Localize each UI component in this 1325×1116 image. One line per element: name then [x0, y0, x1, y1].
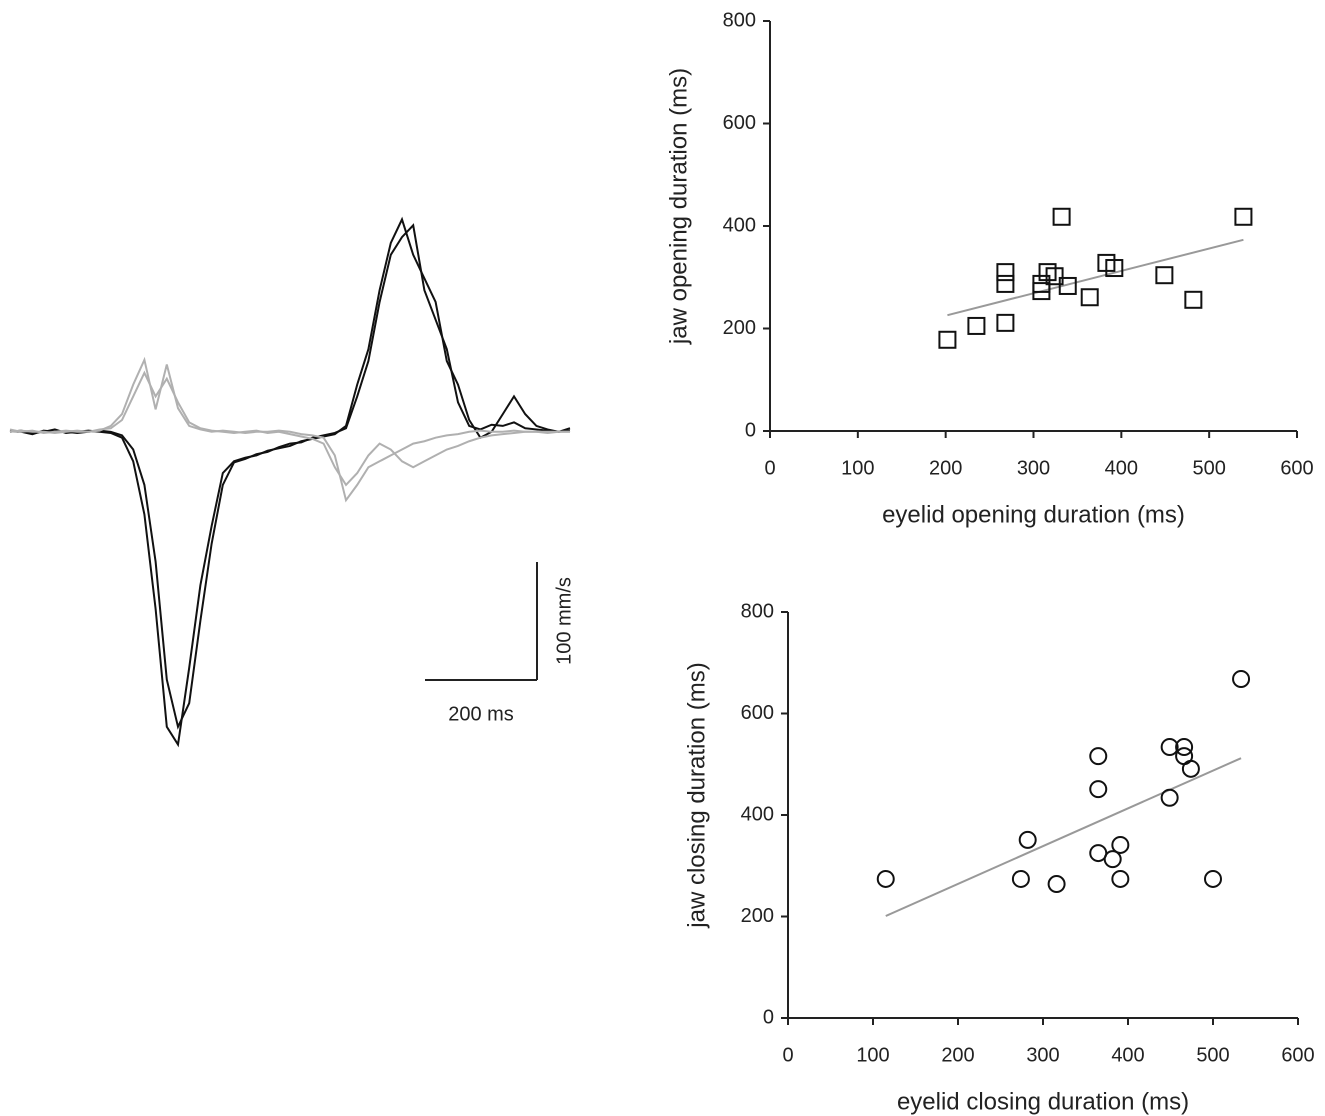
point [1111, 869, 1130, 888]
y-tick-label: 800 [741, 600, 774, 622]
point [1058, 276, 1077, 295]
trace [9, 370, 570, 487]
point [1045, 267, 1064, 286]
y-tick-label: 0 [745, 419, 756, 441]
y-tick-label: 400 [723, 214, 756, 236]
point [1111, 835, 1130, 854]
point [1155, 266, 1174, 285]
x-axis-title: eyelid closing duration (ms) [897, 1088, 1189, 1115]
x-tick-label: 200 [929, 457, 962, 479]
point [1160, 788, 1179, 807]
y-tick-label: 400 [741, 803, 774, 825]
point [1089, 747, 1108, 766]
y-tick-label: 600 [741, 702, 774, 724]
x-tick-label: 300 [1017, 457, 1050, 479]
point [1089, 780, 1108, 799]
y-tick-label: 800 [723, 9, 756, 31]
x-tick-label: 600 [1280, 457, 1313, 479]
point [1234, 207, 1253, 226]
x-tick-label: 500 [1196, 1044, 1229, 1066]
x-tick-label: 400 [1105, 457, 1138, 479]
point [1175, 737, 1194, 756]
point [1105, 259, 1124, 278]
point [996, 274, 1015, 293]
point [996, 313, 1015, 332]
point [1018, 830, 1037, 849]
y-tick-label: 200 [741, 905, 774, 927]
x-tick-label: 200 [941, 1044, 974, 1066]
x-tick-label: 100 [841, 457, 874, 479]
point [1103, 850, 1122, 869]
point [1047, 875, 1066, 894]
fit-line [885, 757, 1242, 917]
point [1011, 869, 1030, 888]
trace [9, 223, 571, 730]
point [1052, 207, 1071, 226]
y-tick-label: 200 [723, 317, 756, 339]
y-tick-label: 600 [723, 112, 756, 134]
x-tick-label: 600 [1281, 1044, 1314, 1066]
scale-label-y: 100 mm/s [553, 577, 575, 665]
point [1204, 869, 1222, 888]
point [1232, 669, 1251, 688]
y-axis-title: jaw opening duration (ms) [665, 68, 692, 345]
point [1181, 759, 1200, 778]
fit-line [947, 238, 1244, 317]
point [876, 869, 895, 888]
y-axis-title: jaw closing duration (ms) [683, 662, 710, 928]
point [1184, 290, 1203, 309]
y-tick-label: 0 [763, 1006, 774, 1028]
point [996, 263, 1015, 282]
x-tick-label: 500 [1192, 457, 1225, 479]
point [1080, 288, 1099, 307]
point [938, 330, 957, 349]
x-tick-label: 100 [856, 1044, 889, 1066]
point [967, 316, 986, 335]
x-axis-title: eyelid opening duration (ms) [882, 501, 1185, 528]
x-tick-label: 400 [1111, 1044, 1144, 1066]
scale-label-x: 200 ms [448, 703, 514, 725]
point [1160, 737, 1179, 756]
x-tick-label: 0 [764, 457, 775, 479]
x-tick-label: 300 [1026, 1044, 1059, 1066]
x-tick-label: 0 [782, 1044, 793, 1066]
trace [9, 216, 571, 748]
